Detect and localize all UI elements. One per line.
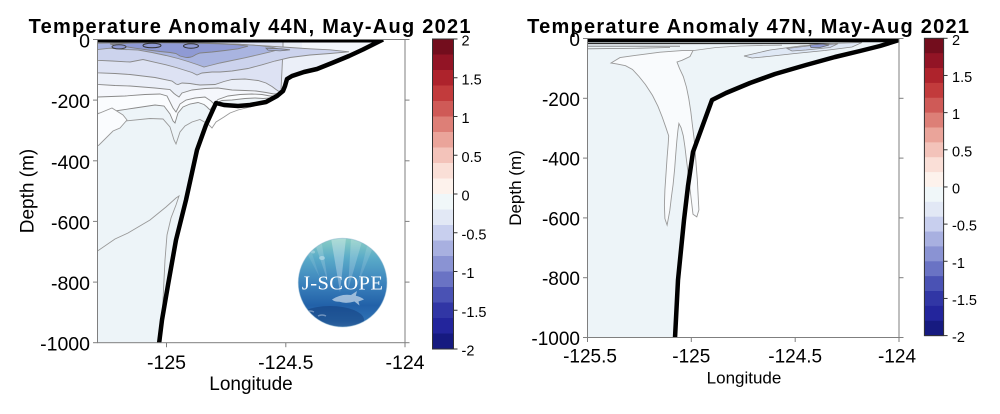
svg-text:0: 0 xyxy=(569,30,580,51)
svg-text:J-SCOPE: J-SCOPE xyxy=(302,273,383,295)
svg-text:1: 1 xyxy=(952,107,960,123)
svg-text:Longitude: Longitude xyxy=(707,369,782,388)
svg-text:-124.5: -124.5 xyxy=(258,352,313,374)
svg-text:-1000: -1000 xyxy=(40,334,90,356)
svg-text:-1000: -1000 xyxy=(531,329,580,350)
svg-text:-200: -200 xyxy=(51,91,90,113)
svg-text:-200: -200 xyxy=(542,90,580,111)
svg-text:Temperature Anomaly 47N, May-A: Temperature Anomaly 47N, May-Aug 2021 xyxy=(527,16,970,38)
svg-text:Depth (m): Depth (m) xyxy=(506,150,525,226)
svg-text:-124.5: -124.5 xyxy=(768,347,822,368)
svg-text:2: 2 xyxy=(952,33,960,49)
svg-text:-400: -400 xyxy=(51,152,90,174)
svg-text:Temperature Anomaly 44N, May-A: Temperature Anomaly 44N, May-Aug 2021 xyxy=(29,16,472,38)
svg-text:-125: -125 xyxy=(672,347,710,368)
svg-text:-1: -1 xyxy=(462,266,475,282)
svg-text:-800: -800 xyxy=(51,273,90,295)
svg-text:1.5: 1.5 xyxy=(462,72,482,88)
svg-text:-0.5: -0.5 xyxy=(462,227,487,243)
svg-text:-1.5: -1.5 xyxy=(462,305,487,321)
svg-text:-1: -1 xyxy=(952,256,965,272)
svg-text:-1.5: -1.5 xyxy=(952,293,977,309)
svg-text:-124: -124 xyxy=(878,347,916,368)
svg-text:-125.5: -125.5 xyxy=(563,347,617,368)
svg-text:-124: -124 xyxy=(385,352,424,374)
svg-text:0: 0 xyxy=(952,181,960,197)
svg-text:0: 0 xyxy=(462,189,470,205)
svg-text:-0.5: -0.5 xyxy=(952,219,977,235)
svg-text:0: 0 xyxy=(79,31,90,53)
svg-text:-600: -600 xyxy=(51,212,90,234)
svg-text:0.5: 0.5 xyxy=(462,150,482,166)
svg-text:2: 2 xyxy=(462,34,470,50)
svg-text:-2: -2 xyxy=(462,344,475,360)
svg-text:1: 1 xyxy=(462,111,470,127)
svg-text:-600: -600 xyxy=(542,209,580,230)
svg-text:1.5: 1.5 xyxy=(952,70,972,86)
svg-text:-800: -800 xyxy=(542,269,580,290)
svg-text:0.5: 0.5 xyxy=(952,144,972,160)
svg-text:-400: -400 xyxy=(542,150,580,171)
svg-text:-2: -2 xyxy=(952,330,965,346)
svg-text:-125: -125 xyxy=(147,352,186,374)
svg-text:Longitude: Longitude xyxy=(209,374,292,395)
svg-text:Depth (m): Depth (m) xyxy=(18,149,39,233)
